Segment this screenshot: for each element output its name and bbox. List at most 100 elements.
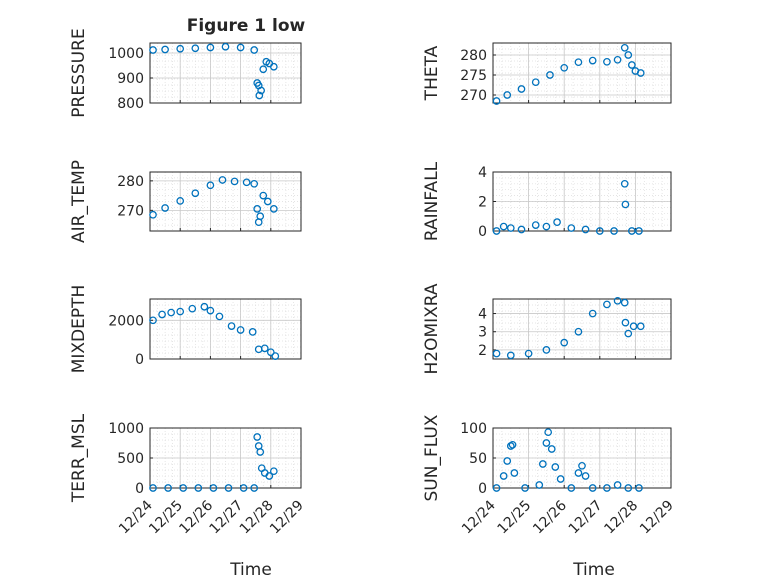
y-tick-label: 800 (117, 96, 144, 112)
data-point (508, 440, 517, 449)
data-point (158, 310, 166, 319)
data-point (215, 312, 224, 321)
data-point (621, 318, 630, 327)
data-point (613, 481, 622, 489)
y-axis-label: SUN_FLUX (422, 414, 442, 501)
y-tick-label: 280 (117, 174, 144, 190)
data-point (194, 484, 203, 492)
data-point (588, 309, 597, 318)
data-point (256, 448, 265, 456)
data-point (164, 484, 172, 492)
y-tick-label: 2 (478, 343, 487, 359)
data-point (603, 300, 611, 309)
data-point (621, 200, 630, 209)
x-tick-label: 12/27 (566, 498, 606, 538)
data-point (161, 45, 169, 54)
data-point (227, 322, 236, 330)
y-tick-label: 3 (478, 325, 487, 341)
data-point (255, 91, 264, 100)
data-point (492, 484, 501, 492)
data-point (542, 439, 551, 447)
x-tick-label: 12/24 (459, 497, 499, 537)
data-point (510, 469, 519, 477)
data-point (531, 221, 540, 229)
data-point (265, 472, 274, 480)
data-point (613, 55, 622, 64)
data-point (544, 428, 553, 437)
data-point (624, 51, 633, 59)
data-point (256, 212, 265, 221)
data-point (200, 302, 209, 311)
data-point (636, 322, 645, 331)
data-point (578, 461, 586, 470)
y-tick-label: 0 (478, 224, 487, 240)
data-point (259, 65, 268, 74)
data-point (503, 457, 512, 465)
data-point (149, 46, 157, 54)
y-axis-label: TERR_MSL (69, 413, 89, 503)
data-point (635, 227, 643, 235)
data-point (206, 181, 215, 190)
data-point (179, 484, 188, 492)
data-point (603, 484, 611, 492)
data-point (613, 296, 622, 305)
subplot-3: 0 2 4 RAINFALL (422, 161, 672, 241)
data-point (191, 44, 200, 53)
data-point (635, 484, 643, 492)
data-point (492, 349, 501, 358)
data-point (161, 204, 169, 212)
data-point (595, 227, 604, 235)
data-point (588, 484, 597, 492)
x-tick-label: 12/28 (237, 498, 277, 538)
data-point (260, 344, 269, 353)
data-point (221, 42, 230, 51)
data-point (239, 484, 248, 492)
data-point (492, 227, 501, 235)
data-point (588, 56, 597, 65)
data-point (629, 322, 638, 331)
data-point (556, 475, 565, 483)
data-point (551, 463, 560, 471)
data-point (567, 224, 576, 232)
data-point (624, 484, 633, 492)
data-point (560, 338, 569, 347)
data-point (492, 97, 501, 105)
x-tick-label: 12/26 (530, 497, 570, 537)
data-point (253, 205, 262, 213)
data-point (506, 442, 515, 450)
y-axis-label: AIR_TEMP (69, 160, 89, 243)
data-point (191, 189, 200, 198)
x-tick-label: 12/25 (495, 498, 535, 538)
x-axis-label-right: Time (572, 560, 615, 580)
data-point (542, 222, 551, 231)
data-point (176, 197, 185, 205)
y-tick-label: 270 (117, 203, 144, 219)
y-axis-label: PRESSURE (69, 28, 89, 117)
data-point (269, 467, 278, 476)
axes-frame (492, 427, 672, 489)
x-tick-label: 12/28 (601, 498, 641, 538)
axes-frame (492, 298, 672, 360)
data-point (250, 46, 259, 54)
axes-frame (149, 171, 302, 232)
y-tick-label: 2000 (108, 313, 144, 329)
y-axis-label: RAINFALL (422, 161, 442, 241)
data-point (248, 328, 257, 336)
data-point (553, 218, 561, 226)
data-point (206, 43, 215, 52)
y-tick-label: 1000 (108, 421, 144, 437)
data-point (149, 316, 157, 325)
subplot-0: 800 900 1000 PRESSURE (69, 28, 302, 118)
data-point (188, 304, 197, 313)
data-point (176, 307, 185, 316)
x-axis-label-left: Time (229, 560, 272, 580)
axes-frame (492, 42, 672, 104)
data-point (538, 460, 547, 468)
figure-title: Figure 1 low (187, 16, 306, 36)
data-point (535, 481, 544, 489)
data-point (506, 351, 515, 360)
axes-frame (492, 171, 672, 232)
